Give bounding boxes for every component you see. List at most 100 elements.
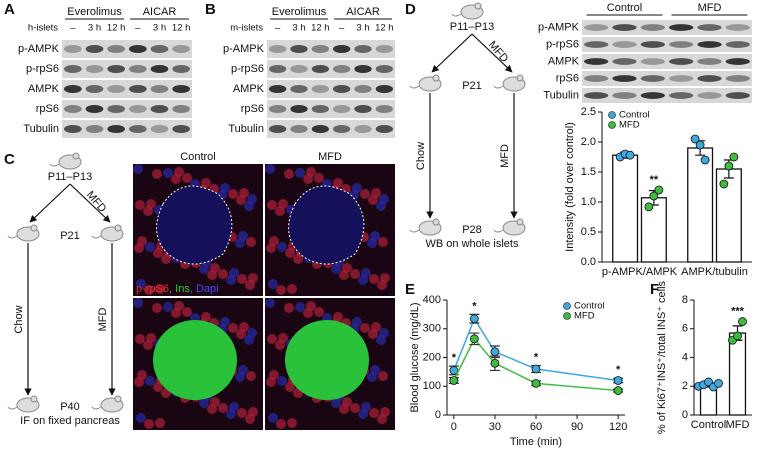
blot-band (669, 24, 694, 31)
cell-stain (360, 189, 370, 199)
arrow (471, 33, 513, 73)
band-label: AMPK (548, 55, 580, 67)
cell-stain (228, 189, 238, 199)
cell-stain (133, 298, 143, 308)
column-label: MFD (318, 151, 342, 163)
band-label: Tubulin (23, 123, 59, 135)
blot-band (269, 45, 287, 53)
data-point (613, 376, 623, 385)
cell-stain (145, 242, 155, 252)
lane-label: 12 h (107, 23, 126, 34)
blot-band (150, 45, 169, 53)
mouse-tail (91, 235, 102, 239)
band-label: p-AMPK (223, 43, 265, 55)
blot-band (172, 125, 191, 133)
caption: IF on fixed pancreas (20, 415, 120, 427)
blot-strip (582, 71, 752, 86)
blot-band (129, 65, 147, 73)
y-tick-label: 1.0 (581, 196, 596, 208)
cell-stain (379, 194, 389, 204)
islet-outline (156, 185, 233, 265)
x-tick-label: 120 (609, 421, 627, 433)
blot-band (640, 92, 665, 99)
cell-stain (265, 298, 275, 308)
blot-band (354, 105, 372, 113)
cell-stain (135, 334, 145, 344)
cell-stain (237, 274, 247, 284)
cell-stain (220, 183, 230, 193)
caption: WB on whole islets (426, 238, 519, 250)
blot-band (612, 75, 637, 82)
cell-stain (369, 274, 379, 284)
cell-stain (278, 199, 288, 209)
mouse-ear (114, 395, 122, 403)
significance: * (452, 352, 457, 364)
mouse-ear (516, 74, 524, 82)
y-tick-label: 6 (682, 323, 688, 335)
blot-strip (62, 80, 192, 98)
blot-band (269, 125, 287, 133)
x-tick-label: Control (691, 419, 726, 431)
lane-label: 12 h (375, 23, 394, 34)
blot-band (129, 105, 147, 113)
cell-stain (342, 263, 352, 273)
x-tick-label: 0 (451, 421, 457, 433)
cell-stain (380, 273, 390, 283)
x-tick-label: 30 (489, 421, 501, 433)
cell-stain (295, 302, 305, 312)
band-label: p-AMPK (18, 43, 60, 55)
legend-label: MFD (574, 311, 595, 322)
band-label: AMPK (233, 83, 265, 95)
cell-stain (265, 164, 275, 174)
bar (715, 168, 742, 263)
stain-legend: p-rpS6, Ins, Dapi (136, 283, 219, 295)
cell-stain (277, 376, 287, 386)
blot-band (269, 105, 287, 113)
x-axis-label: Time (min) (510, 436, 562, 448)
blot-band (612, 24, 637, 31)
data-point (724, 161, 734, 171)
blot-band (172, 65, 191, 73)
cell-stain (136, 279, 146, 289)
lane-label: – (70, 23, 76, 34)
data-point (490, 358, 500, 368)
cell-stain (342, 397, 352, 407)
timepoint: P11–P13 (450, 21, 494, 33)
blot-band (697, 92, 722, 99)
cell-stain (267, 334, 277, 344)
cell-stain (371, 188, 381, 198)
blot-band (612, 41, 637, 48)
y-tick-label: 300 (423, 323, 441, 335)
y-tick-label: 0 (435, 409, 441, 421)
cell-stain (333, 178, 343, 188)
islet-ins (153, 320, 237, 400)
mouse-ear (516, 218, 524, 226)
y-tick-label: 2.5 (581, 106, 596, 118)
band-label: rpS6 (241, 103, 264, 115)
cell-stain (277, 242, 287, 252)
arrow (69, 183, 111, 223)
cell-stain (350, 403, 360, 413)
blot-band (150, 105, 169, 113)
mouse-ear (30, 224, 38, 232)
diet-label: MFD (499, 144, 511, 168)
significance: ** (650, 174, 659, 186)
group-label: Everolimus (67, 6, 122, 18)
blot-band (354, 45, 372, 53)
blot-strip (62, 40, 192, 58)
cell-stain (152, 303, 162, 313)
islet-outline (288, 185, 365, 265)
blot-strip (267, 80, 395, 98)
blot-band (311, 45, 330, 53)
data-point (714, 378, 723, 388)
lane-label: 3 h (88, 23, 101, 34)
significance: *** (731, 305, 745, 317)
cell-stain (246, 371, 256, 381)
mouse-tail (451, 13, 462, 17)
cell-stain (333, 312, 343, 322)
blot-band (375, 45, 394, 53)
group-label: Everolimus (272, 6, 327, 18)
diet-label: Chow (13, 305, 25, 333)
blot-strip (582, 37, 752, 52)
y-tick-label: 2 (682, 380, 688, 392)
